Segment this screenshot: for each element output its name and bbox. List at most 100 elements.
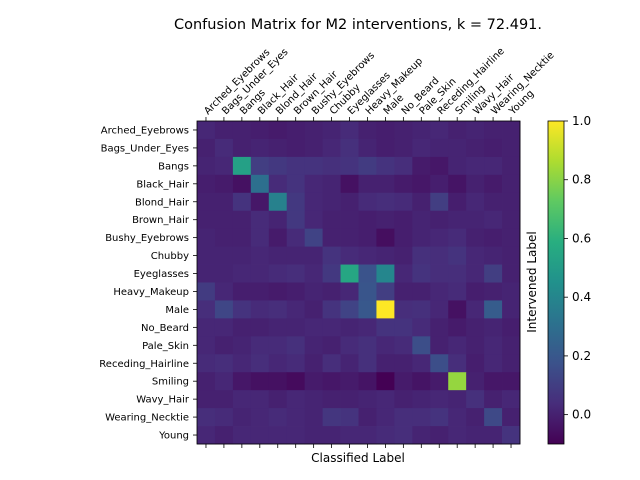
heatmap-cell [304, 426, 324, 445]
heatmap-cell [268, 156, 288, 176]
heatmap-cell [322, 192, 341, 212]
heatmap-cell [376, 318, 395, 337]
heatmap-cell [322, 264, 341, 283]
heatmap-cell [304, 372, 324, 391]
heatmap-cell [286, 408, 306, 427]
column-tick-labels: Arched_EyebrowsBags_Under_EyesBangsBlack… [202, 46, 556, 118]
heatmap-cell [358, 156, 377, 176]
heatmap-cell [448, 318, 467, 337]
heatmap-cell [376, 426, 395, 445]
heatmap-cell [484, 174, 503, 194]
heatmap-cell [376, 282, 395, 301]
heatmap-cell [412, 156, 431, 176]
heatmap-cell [358, 282, 377, 301]
row-label: Eyeglasses [134, 269, 189, 280]
heatmap-cell [430, 282, 449, 301]
heatmap-cell [502, 408, 521, 427]
heatmap-cell [268, 300, 288, 319]
heatmap-cell [502, 354, 521, 373]
heatmap-cell [322, 138, 341, 158]
heatmap-cell [232, 246, 252, 265]
heatmap-cell [197, 282, 216, 301]
heatmap-cell [322, 210, 341, 230]
colorbar-tick-label: 0.4 [572, 290, 591, 304]
heatmap-cell [286, 336, 306, 355]
heatmap-cell [448, 156, 467, 176]
heatmap-cell [286, 246, 306, 265]
heatmap-cell [358, 336, 377, 355]
heatmap-cell [268, 354, 288, 373]
heatmap-cell [394, 372, 413, 391]
heatmap-cell [214, 174, 234, 194]
row-label: Smiling [152, 377, 189, 388]
row-label: Bags_Under_Eyes [101, 143, 189, 154]
heatmap-cell [394, 264, 413, 283]
heatmap-cell [250, 174, 270, 194]
row-label: Male [165, 305, 189, 316]
heatmap-cell [268, 318, 288, 337]
heatmap-cell [322, 282, 341, 301]
heatmap-cell [358, 408, 377, 427]
heatmap-cell [412, 228, 431, 248]
heatmap-cell [214, 408, 234, 427]
row-label: Pale_Skin [142, 341, 189, 352]
heatmap-cell [268, 408, 288, 427]
heatmap-cell [358, 228, 377, 248]
heatmap-cell [466, 354, 485, 373]
heatmap-cell [358, 372, 377, 391]
heatmap-cell [376, 156, 395, 176]
heatmap-cell [358, 192, 377, 212]
heatmap-cell [484, 264, 503, 283]
heatmap-cell [358, 210, 377, 230]
heatmap-cell [232, 426, 252, 445]
heatmap-cell [376, 372, 395, 391]
heatmap-cell [502, 121, 521, 140]
heatmap-cell [358, 300, 377, 319]
heatmap-cell [268, 390, 288, 409]
heatmap-cell [214, 210, 234, 230]
heatmap-cell [322, 246, 341, 265]
heatmap-cell [214, 156, 234, 176]
heatmap-cell [268, 246, 288, 265]
heatmap-cell [484, 300, 503, 319]
heatmap-cell [502, 210, 521, 230]
heatmap-cell [214, 426, 234, 445]
heatmap-cell [214, 318, 234, 337]
heatmap-cell [376, 121, 395, 140]
heatmap-cell [448, 354, 467, 373]
heatmap-cell [466, 174, 485, 194]
heatmap-cell [448, 300, 467, 319]
heatmap-cell [466, 121, 485, 140]
heatmap-cell [268, 174, 288, 194]
heatmap-cell [502, 156, 521, 176]
heatmap-cell [250, 336, 270, 355]
heatmap-cell [340, 372, 359, 391]
heatmap-cell [232, 318, 252, 337]
heatmap-cell [250, 121, 270, 140]
heatmap-cell [430, 300, 449, 319]
heatmap-cell [197, 390, 216, 409]
heatmap-cell [484, 246, 503, 265]
heatmap-cell [250, 228, 270, 248]
heatmap-cell [448, 246, 467, 265]
heatmap-cell [340, 318, 359, 337]
heatmap-cell [412, 426, 431, 445]
heatmap-cell [232, 282, 252, 301]
heatmap-cell [197, 318, 216, 337]
heatmap-cell [304, 318, 324, 337]
heatmap-cell [232, 264, 252, 283]
heatmap-cell [232, 192, 252, 212]
heatmap-cell [394, 354, 413, 373]
colorbar-tick-label: 0.2 [572, 349, 591, 363]
heatmap-cell [448, 408, 467, 427]
heatmap-cell [340, 282, 359, 301]
heatmap-cell [376, 210, 395, 230]
heatmap-cell [430, 210, 449, 230]
colorbar-ticks: 0.0 0.2 0.4 0.6 0.8 1.0 [564, 114, 591, 422]
heatmap-cell [214, 228, 234, 248]
heatmap-frame [196, 120, 521, 445]
heatmap-cell [412, 121, 431, 140]
heatmap-cell [304, 300, 324, 319]
heatmap-cell [430, 354, 449, 373]
heatmap-cell [430, 192, 449, 212]
